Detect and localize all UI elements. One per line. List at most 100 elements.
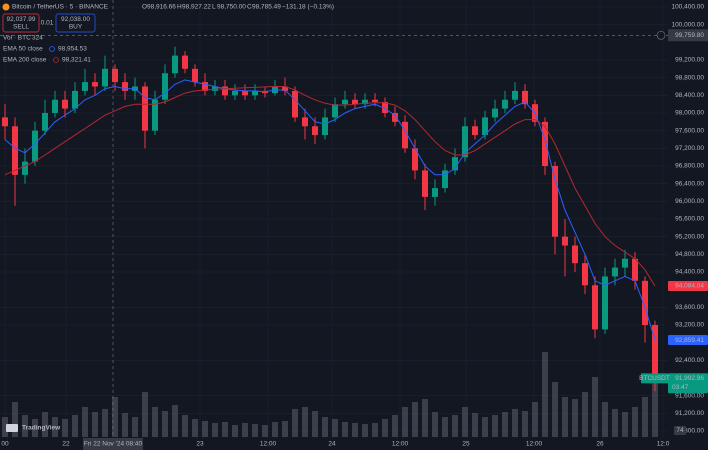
- volume-bar: [152, 407, 158, 437]
- candle-body: [142, 86, 148, 131]
- ohlc-key: L: [212, 4, 216, 11]
- crosshair-y-label: 99,759.80: [675, 32, 704, 39]
- legend-value: 98,321.41: [62, 57, 91, 64]
- volume-bar: [62, 419, 68, 437]
- volume-bar: [532, 402, 538, 437]
- volume-bar: [392, 415, 398, 437]
- candle-body: [462, 126, 468, 158]
- ohlc-key: H: [177, 4, 182, 11]
- legend-name: EMA 50 close: [3, 46, 43, 53]
- volume-bar: [12, 402, 18, 437]
- volume-bar: [382, 419, 388, 437]
- candle-body: [112, 68, 118, 83]
- volume-bar: [332, 419, 338, 437]
- volume-bar: [122, 413, 128, 437]
- volume-bar: [572, 399, 578, 437]
- volume-bar: [452, 415, 458, 437]
- volume-bar: [22, 415, 28, 437]
- volume-bar: [252, 424, 258, 437]
- x-tick-label: 23: [196, 441, 204, 448]
- volume-bar: [372, 423, 378, 437]
- candle-body: [32, 130, 38, 162]
- sell-label: SELL: [13, 24, 29, 31]
- volume-bar: [342, 422, 348, 437]
- volume-bar: [222, 422, 228, 437]
- crosshair-y-label-box: [668, 29, 708, 42]
- candle-body: [92, 82, 98, 87]
- volume-bar: [292, 409, 298, 437]
- ohlc-value: 98,916.66: [147, 4, 176, 11]
- x-tick-label: 24: [328, 441, 336, 448]
- volume-bar: [232, 425, 238, 437]
- crosshair-x-label-box: [83, 438, 143, 450]
- x-tick-label: 26: [596, 441, 604, 448]
- candle-body: [252, 90, 258, 96]
- volume-bar: [182, 415, 188, 437]
- volume-bar: [192, 419, 198, 437]
- candle-body: [622, 258, 628, 268]
- volume-bar: [442, 417, 448, 437]
- volume-bar: [262, 425, 268, 437]
- candle-body: [402, 121, 408, 149]
- crosshair-x-label: Fri 22 Nov '24 08:40: [84, 441, 143, 448]
- ohlc-key: O: [142, 4, 147, 11]
- volume-bar: [462, 407, 468, 437]
- candle-body: [202, 82, 208, 91]
- y-tick-label: 96,000.00: [675, 198, 704, 205]
- candle-body: [432, 188, 438, 197]
- volume-bar: [272, 422, 278, 437]
- candle-body: [522, 90, 528, 105]
- legend-swatch: [53, 57, 59, 63]
- candle-body: [442, 170, 448, 189]
- volume-bar: [102, 409, 108, 437]
- y-tick-label: 96,400.00: [675, 180, 704, 187]
- volume-bar: [602, 402, 608, 437]
- candle-body: [42, 113, 48, 131]
- corner-badge: 74: [676, 427, 684, 434]
- y-tick-label: 99,200.00: [675, 57, 704, 64]
- ohlc-value: 98,785.49: [252, 4, 281, 11]
- volume-bar: [42, 412, 48, 437]
- candle-body: [282, 86, 288, 91]
- y-tick-label: 96,800.00: [675, 163, 704, 170]
- volume-bar: [2, 417, 8, 437]
- candle-body: [162, 73, 168, 100]
- buy-button[interactable]: [55, 13, 96, 33]
- candle-body: [232, 90, 238, 96]
- candle-body: [292, 90, 298, 118]
- volume-bar: [542, 352, 548, 437]
- candle-body: [302, 117, 308, 127]
- candle-body: [392, 113, 398, 122]
- x-tick-label: 22: [62, 441, 70, 448]
- volume-bar: [362, 424, 368, 437]
- candle-body: [422, 170, 428, 197]
- buy-price: 92,038.00: [61, 16, 90, 23]
- candle-body: [332, 104, 338, 118]
- volume-bar: [402, 407, 408, 437]
- legend-swatch: [49, 46, 55, 52]
- price-badge: [668, 335, 708, 346]
- volume-bar: [472, 413, 478, 437]
- sell-price: 92,037.99: [7, 16, 36, 23]
- candle-body: [352, 99, 358, 105]
- sell-button[interactable]: [2, 13, 40, 33]
- y-tick-label: 91,200.00: [675, 410, 704, 417]
- y-tick-label: 98,400.00: [675, 92, 704, 99]
- volume-bar: [112, 397, 118, 437]
- candle-body: [562, 236, 568, 246]
- candle-body: [362, 99, 368, 105]
- volume-bar: [172, 405, 178, 437]
- y-tick-label: 93,200.00: [675, 322, 704, 329]
- legend-value: 98,954.53: [58, 46, 87, 53]
- ohlc-value: 98,750.00: [217, 4, 246, 11]
- y-tick-label: 94,800.00: [675, 251, 704, 258]
- candle-body: [322, 117, 328, 136]
- volume-bar: [72, 415, 78, 437]
- volume-bar: [582, 392, 588, 437]
- volume-bar: [92, 412, 98, 437]
- volume-bar: [202, 421, 208, 437]
- candle-body: [542, 121, 548, 166]
- candle-body: [22, 161, 28, 175]
- y-tick-label: 95,200.00: [675, 233, 704, 240]
